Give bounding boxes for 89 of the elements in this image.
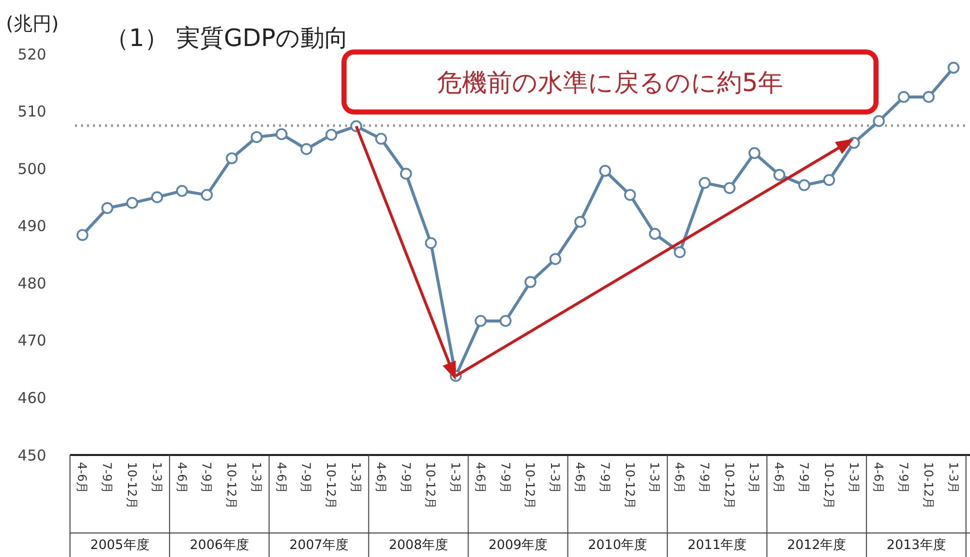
x-tick-label: 10-12月 (523, 462, 538, 509)
point (151, 191, 164, 204)
point (325, 128, 338, 141)
point (549, 253, 562, 266)
x-tick-label: 7-9月 (398, 462, 413, 494)
annotation: 危機前の水準に戻るのに約5年 (437, 68, 783, 97)
y-tick-label: 460 (18, 388, 46, 407)
x-tick-label: 1-3月 (648, 462, 662, 494)
x-tick-label: 10-12月 (622, 462, 637, 509)
point (474, 315, 487, 327)
text: 2013年度 (886, 537, 946, 553)
point (922, 91, 935, 103)
point (500, 315, 512, 327)
point (200, 188, 213, 201)
point (276, 128, 288, 140)
text: 2006年度 (190, 537, 249, 553)
y-tick-label: 510 (18, 102, 46, 121)
point (798, 179, 810, 192)
point (375, 132, 388, 145)
x-tick-label: 1-3月 (150, 462, 164, 494)
chart-title: （1） 実質GDPの動向 (105, 24, 348, 52)
x-tick-label: 4-6月 (274, 462, 288, 494)
x-tick-label: 1-3月 (846, 462, 861, 494)
y-tick-label: 470 (18, 332, 46, 350)
y-tick-label: 450 (18, 446, 46, 464)
point (300, 143, 312, 156)
y-tick-label: 500 (18, 160, 46, 178)
x-tick-label: 7-9月 (299, 462, 314, 494)
x-tick-label: 10-12月 (921, 462, 936, 509)
point (624, 188, 636, 201)
text: 2010年度 (588, 537, 648, 553)
point (101, 202, 114, 214)
point (648, 228, 661, 240)
y-tick-label: 520 (18, 45, 46, 64)
text: 2007年度 (289, 537, 348, 553)
point (948, 62, 960, 74)
point (574, 216, 586, 228)
x-tick-label: 1-3月 (448, 462, 463, 494)
point (599, 164, 612, 177)
text: 2008年度 (388, 537, 448, 553)
point (400, 168, 412, 180)
point (823, 174, 836, 186)
x-tick-label: 7-9月 (697, 462, 712, 494)
x-tick-label: 7-9月 (896, 462, 911, 494)
x-tick-label: 1-3月 (747, 462, 762, 494)
text: 2012年度 (787, 537, 846, 553)
x-tick-label: 7-9月 (100, 462, 114, 494)
point (748, 147, 760, 160)
x-tick-label: 7-9月 (598, 462, 612, 494)
x-tick-label: 10-12月 (324, 462, 338, 509)
x-tick-label: 4-6月 (772, 462, 786, 494)
point (724, 182, 736, 194)
x-tick-label: 4-6月 (573, 462, 588, 494)
text: 2005年度 (90, 537, 150, 553)
x-tick-label: 4-6月 (872, 462, 886, 494)
x-tick-label: 10-12月 (722, 462, 736, 509)
y-tick-label: 480 (18, 274, 46, 292)
x-tick-label: 4-6月 (473, 462, 488, 494)
point (226, 152, 238, 164)
point (176, 184, 188, 197)
x-tick-label: 10-12月 (822, 462, 836, 509)
point (872, 115, 885, 127)
x-tick-label: 1-3月 (548, 462, 562, 494)
x-tick-label: 7-9月 (797, 462, 812, 494)
x-tick-label: 4-6月 (374, 462, 388, 494)
x-tick-label: 10-12月 (224, 462, 239, 509)
y-axis-title: (兆円) (6, 13, 59, 35)
x-tick-label: 4-6月 (174, 462, 189, 494)
x-tick-label: 4-6月 (75, 462, 90, 494)
x-tick-label: 4-6月 (672, 462, 687, 494)
x-tick-label: 10-12月 (424, 462, 438, 509)
x-tick-label: 7-9月 (498, 462, 512, 494)
x-tick-label: 7-9月 (200, 462, 214, 494)
x-tick-label: 1-3月 (946, 462, 960, 494)
x-tick-label: 1-3月 (349, 462, 364, 494)
point (898, 91, 910, 103)
point (76, 229, 88, 241)
y-tick-label: 490 (18, 217, 46, 236)
point (250, 131, 263, 143)
point (424, 237, 437, 249)
x-tick-label: 1-3月 (249, 462, 264, 494)
text: 2009年度 (488, 537, 548, 553)
point (773, 168, 786, 181)
text: 2011年度 (688, 537, 747, 553)
point (698, 176, 711, 189)
point (674, 246, 686, 258)
point (524, 276, 536, 288)
x-tick-label: 10-12月 (125, 462, 140, 509)
point (126, 197, 138, 209)
